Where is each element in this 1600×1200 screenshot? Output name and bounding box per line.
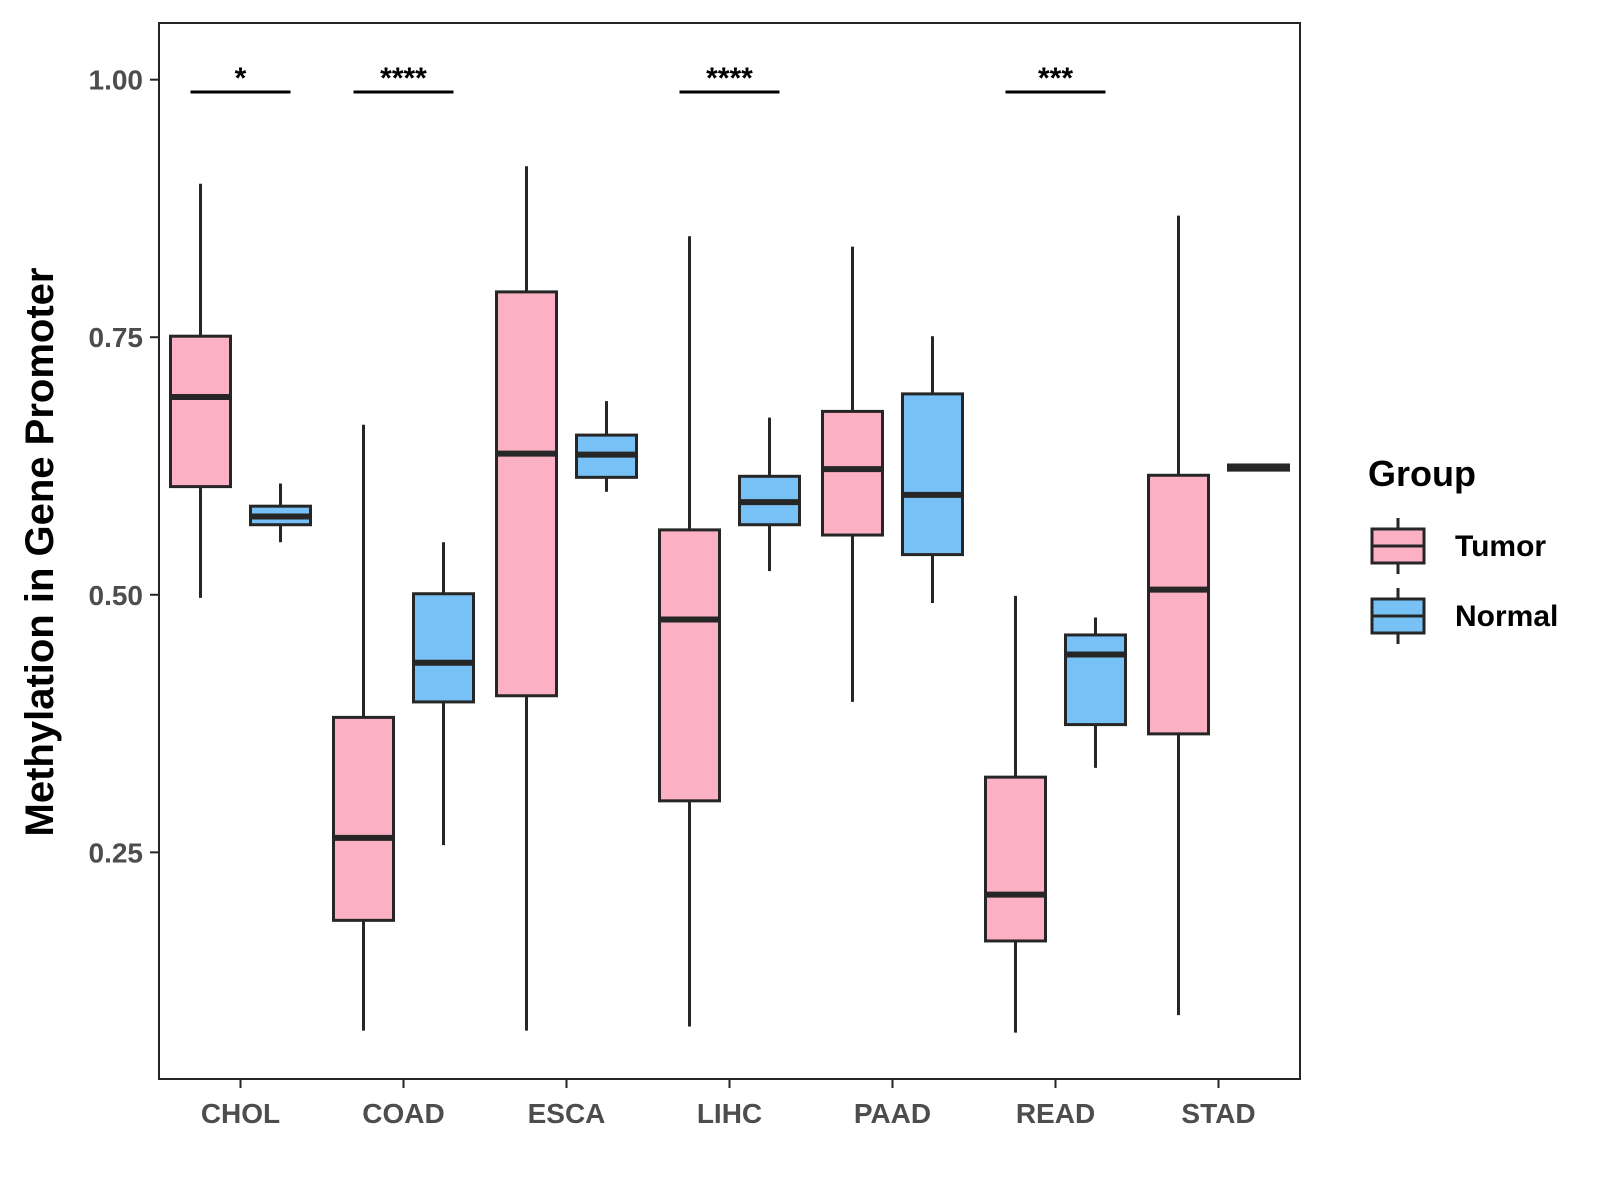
box-normal-stad <box>1227 463 1290 472</box>
x-tick-label: READ <box>1016 1098 1095 1129</box>
legend-item-tumor: Tumor <box>1370 518 1546 574</box>
box-body <box>984 775 1047 943</box>
box-tumor-paad <box>821 246 884 702</box>
box-tumor-lihc <box>658 236 721 1027</box>
y-axis: 0.25 0.50 0.75 1.00 <box>89 65 159 868</box>
box-body <box>821 409 884 537</box>
box-tumor-stad <box>1147 215 1210 1016</box>
box-body <box>901 392 964 557</box>
y-tick-label: 0.25 <box>89 837 144 868</box>
legend-label: Tumor <box>1455 530 1546 563</box>
legend-title: Group <box>1368 453 1476 494</box>
significance-label: *** <box>1038 62 1073 95</box>
significance-label: **** <box>706 62 753 95</box>
box-body <box>412 592 475 704</box>
box-body <box>1064 633 1127 727</box>
box-normal-esca <box>575 401 638 492</box>
box-body <box>495 290 558 698</box>
significance-label: * <box>235 62 247 95</box>
y-tick-label: 0.50 <box>89 580 144 611</box>
box-body <box>169 334 232 489</box>
x-axis: CHOL COAD ESCA LIHC PAAD READ STAD <box>201 1079 1256 1129</box>
boxes-layer <box>169 166 1290 1033</box>
y-tick-label: 1.00 <box>89 65 144 96</box>
legend-label: Normal <box>1455 600 1558 633</box>
box-body <box>658 528 721 803</box>
box-normal-coad <box>412 542 475 846</box>
box-normal-lihc <box>738 417 801 572</box>
box-tumor-read <box>984 595 1047 1033</box>
x-tick-label: CHOL <box>201 1098 280 1129</box>
y-tick-label: 0.75 <box>89 322 144 353</box>
legend-item-normal: Normal <box>1370 588 1558 644</box>
box-body <box>332 715 395 922</box>
box-tumor-coad <box>332 424 395 1031</box>
legend: Group Tumor Normal <box>1368 453 1558 644</box>
x-tick-label: LIHC <box>697 1098 762 1129</box>
box-normal-read <box>1064 617 1127 768</box>
box-body <box>1147 473 1210 736</box>
box-normal-paad <box>901 336 964 604</box>
significance-layer: * **** **** *** <box>190 62 1106 95</box>
box-tumor-esca <box>495 166 558 1031</box>
x-tick-label: COAD <box>362 1098 444 1129</box>
x-tick-label: PAAD <box>854 1098 931 1129</box>
y-axis-title: Methylation in Gene Promoter <box>18 268 62 837</box>
plot-panel <box>158 22 1301 1080</box>
significance-label: **** <box>380 62 427 95</box>
box-tumor-chol <box>169 183 232 598</box>
box-normal-chol <box>249 483 312 543</box>
x-tick-label: ESCA <box>528 1098 606 1129</box>
x-tick-label: STAD <box>1181 1098 1255 1129</box>
